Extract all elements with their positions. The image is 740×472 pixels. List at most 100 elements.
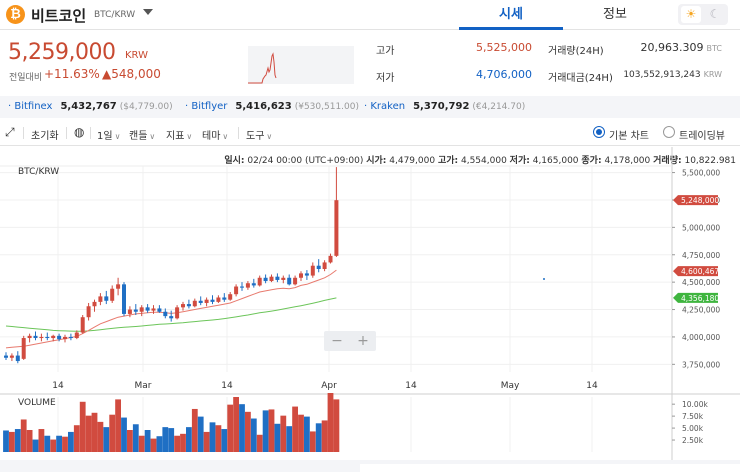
exchange-bitflyer: · Bitflyer 5,416,623 (¥530,511.00) — [185, 101, 359, 112]
moon-icon[interactable]: ☾ — [709, 7, 721, 21]
candle-body — [74, 332, 79, 339]
volume-bar — [292, 406, 298, 452]
volume-bar — [298, 414, 304, 452]
tools-dropdown[interactable]: 도구 ∨ — [246, 131, 273, 142]
candle-body — [334, 200, 339, 256]
volume-bar — [268, 409, 275, 452]
volume-bar — [14, 429, 21, 452]
globe-icon[interactable]: ◍ — [74, 125, 85, 139]
candle-body — [222, 297, 227, 300]
volume-bar — [250, 418, 257, 452]
candles — [4, 167, 339, 364]
y-tick-label: 4,750,000 — [682, 251, 720, 260]
price-tag — [673, 195, 718, 206]
volume-bar — [109, 414, 116, 452]
indicator-dropdown[interactable]: 지표 ∨ — [166, 131, 193, 142]
price-tag-label: 4,356,180 — [681, 294, 719, 303]
chart-grid — [0, 147, 740, 460]
candle-body — [186, 304, 191, 307]
volume-bar — [3, 430, 9, 452]
vol-tick-label: 2.50k — [682, 436, 704, 445]
candle-body — [39, 336, 44, 339]
volume-bar — [221, 429, 228, 452]
x-tick-label: 14 — [221, 381, 233, 391]
basic-chart-label[interactable]: 기본 차트 — [609, 131, 649, 142]
expand-icon[interactable]: ⤢ — [5, 125, 15, 139]
bottom-strip — [0, 460, 740, 472]
x-tick-label: 14 — [405, 381, 417, 391]
candle-body — [45, 336, 50, 339]
candle-body — [204, 299, 209, 303]
volume-bar — [115, 399, 121, 452]
vol-tick-label: 10.00k — [682, 400, 708, 409]
volume-bar — [274, 423, 281, 452]
theme-dropdown[interactable]: 테마 ∨ — [202, 131, 229, 142]
candle-body — [145, 307, 150, 311]
y-tick-label: 5,000,000 — [682, 223, 720, 232]
change-amount: ▲548,000 — [102, 67, 161, 81]
reset-button[interactable]: 초기화 — [31, 131, 59, 142]
zoom-controls: − + — [324, 331, 376, 351]
tradingview-radio[interactable] — [663, 126, 675, 138]
candle-body — [234, 286, 239, 295]
candle-body — [68, 336, 73, 339]
coin-selector-chevron-icon[interactable] — [143, 9, 153, 15]
y-tick-label: 5,500,000 — [682, 169, 720, 178]
y-tick-label: 4,250,000 — [682, 306, 720, 315]
candle-body — [263, 277, 268, 282]
volume-bar — [180, 433, 186, 452]
basic-chart-radio[interactable] — [593, 126, 605, 138]
candle-body — [116, 284, 121, 289]
volume-bar — [227, 404, 234, 452]
candle-body — [98, 296, 103, 302]
x-tick-label: 14 — [52, 381, 64, 391]
volume-bar — [280, 415, 287, 452]
volume-bar — [127, 430, 133, 452]
candle-body — [293, 277, 298, 285]
volume-bar — [26, 430, 33, 452]
volume-24h-value: 20,963.309 BTC — [640, 41, 722, 54]
chart-title: BTC/KRW — [18, 167, 59, 177]
volume-bar — [186, 427, 192, 452]
change-rate: +11.63% — [44, 67, 100, 81]
candle-body — [33, 335, 38, 339]
volume-bar — [197, 416, 204, 452]
change-label: 전일대비 — [9, 73, 43, 83]
volume-bar — [68, 431, 74, 452]
volume-bar — [209, 422, 216, 452]
price-tags: 5,248,000 4,600,467 4,356,180 — [673, 195, 719, 303]
current-price: 5,259,000 — [8, 40, 116, 65]
tradingview-label[interactable]: 트레이딩뷰 — [679, 131, 725, 142]
sun-icon[interactable]: ☀ — [681, 6, 701, 23]
volume-bar — [97, 421, 104, 452]
volume-bar — [315, 423, 322, 452]
chart-toolbar: ⤢ 초기화 ◍ 1일 ∨ 캔들 ∨ 지표 ∨ 테마 ∨ 도구 ∨ 기본 차트 트레이딩뷰 — [0, 120, 740, 146]
volume-bar — [50, 439, 57, 452]
candle-dropdown[interactable]: 캔들 ∨ — [129, 131, 156, 142]
interval-dropdown[interactable]: 1일 ∨ — [97, 131, 121, 142]
high-value: 5,525,000 — [476, 41, 532, 54]
volume-bar — [9, 431, 15, 452]
volume-bar — [256, 434, 263, 452]
candle-body — [275, 276, 280, 280]
volume-bar — [239, 404, 245, 452]
volume-bar — [79, 401, 86, 452]
x-tick-label: May — [501, 381, 520, 391]
bitcoin-logo-icon: ₿ — [6, 5, 25, 24]
candle-body — [122, 284, 126, 314]
tab-quote[interactable]: 시세 — [459, 0, 563, 30]
zoom-out-button[interactable]: − — [331, 333, 343, 349]
volume-bar — [132, 424, 139, 452]
vol-tick-label: 7.50k — [682, 412, 704, 421]
turnover-24h-label: 거래대금(24H) — [548, 73, 613, 84]
exchange-bitfinex: · Bitfinex 5,432,767 ($4,779.00) — [8, 101, 173, 112]
candlestick-chart[interactable]: BTC/KRW 3,750,000 4,000,000 4,250,000 4,500… — [0, 147, 740, 460]
volume-bar — [233, 397, 239, 452]
x-tick-label: Apr — [321, 381, 337, 391]
zoom-in-button[interactable]: + — [357, 333, 369, 349]
tab-info[interactable]: 정보 — [603, 7, 627, 22]
candle-body — [240, 286, 244, 288]
mini-chart-bg — [248, 46, 354, 84]
volume-bar — [174, 435, 180, 452]
vol-tick-label: 5.00k — [682, 424, 704, 433]
